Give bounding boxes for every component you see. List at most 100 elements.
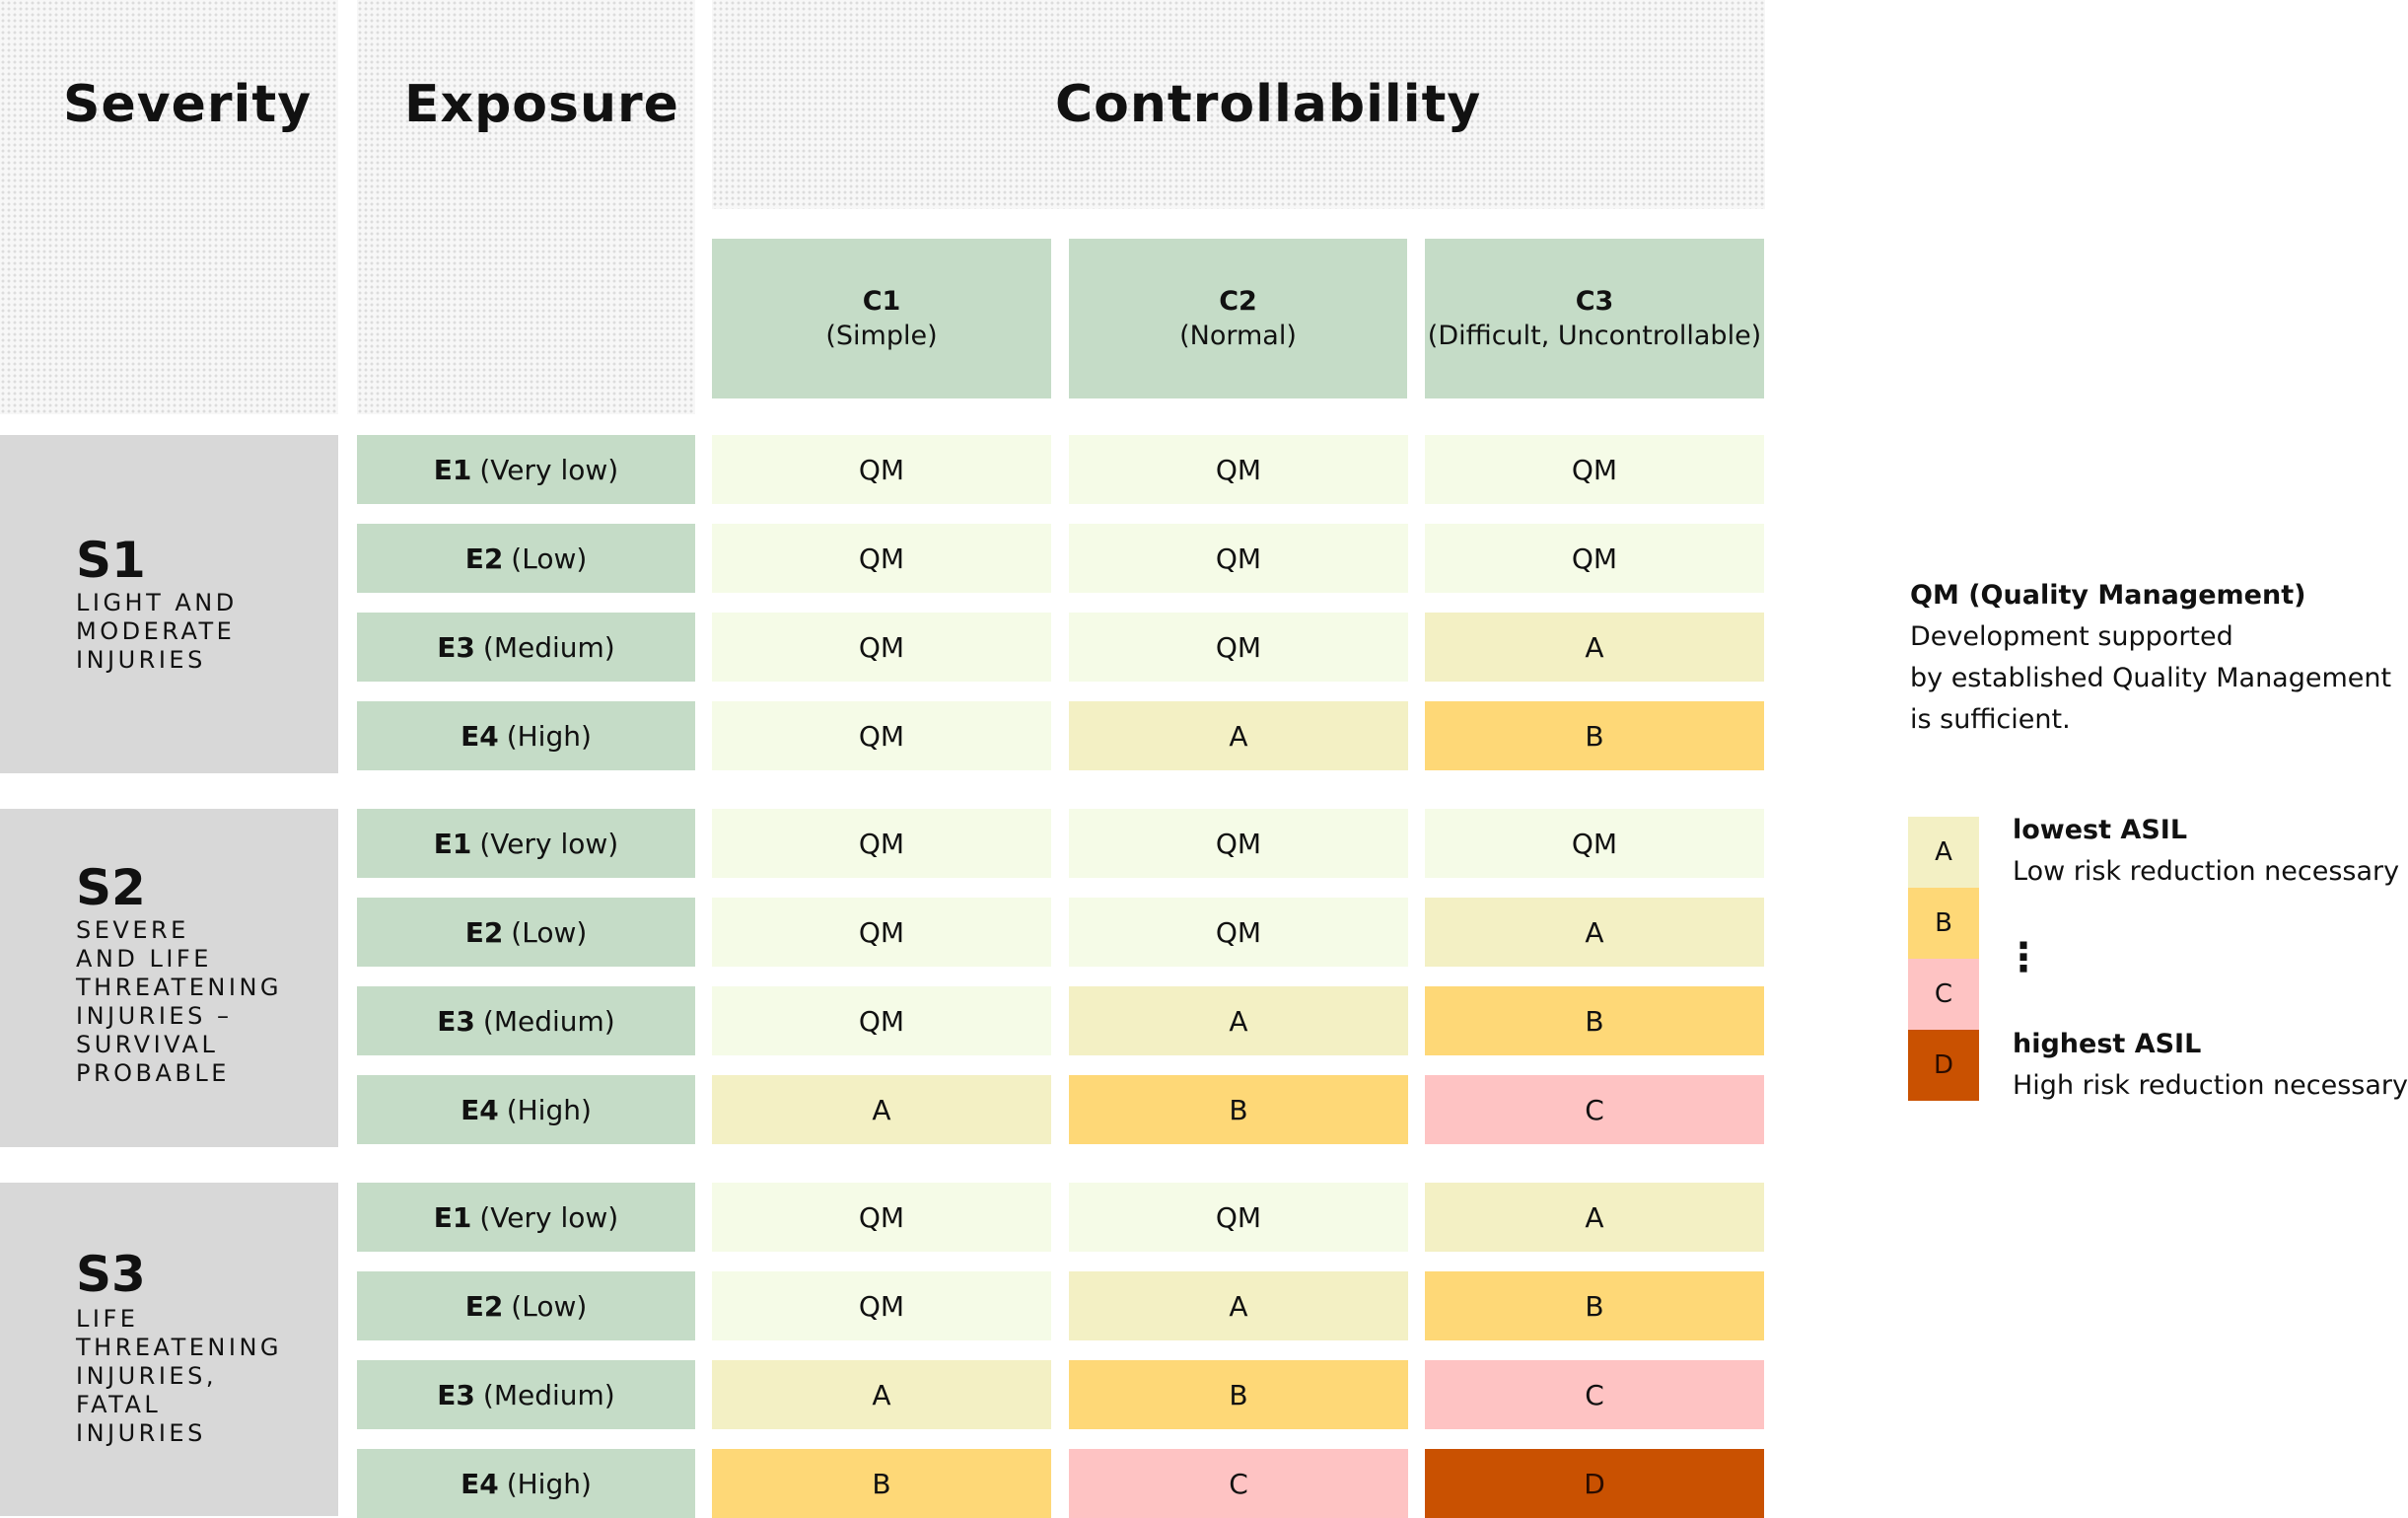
- exposure-label-s2-e3: E3 (Medium): [357, 986, 695, 1055]
- exposure-level-label: (Low): [511, 542, 588, 575]
- severity-description: LIFE THREATENING INJURIES, FATAL INJURIE…: [76, 1305, 283, 1447]
- legend-swatch-d: D: [1908, 1030, 1979, 1101]
- asil-cell-s1-e1-c2: QM: [1069, 435, 1408, 504]
- exposure-code: E4: [460, 1093, 499, 1126]
- exposure-level-label: (High): [506, 1467, 592, 1500]
- legend-qm-title: QM (Quality Management): [1910, 580, 2306, 611]
- asil-cell-s1-e3-c3: A: [1425, 613, 1764, 682]
- legend-swatch-c: C: [1908, 959, 1979, 1030]
- severity-code: S1: [76, 532, 146, 589]
- severity-header-bg: [0, 0, 338, 414]
- exposure-code: E3: [437, 630, 475, 664]
- exposure-label-s2-e1: E1 (Very low): [357, 809, 695, 878]
- asil-cell-s1-e1-c3: QM: [1425, 435, 1764, 504]
- asil-cell-s1-e3-c1: QM: [712, 613, 1051, 682]
- exposure-code: E1: [433, 827, 472, 860]
- exposure-label-s3-e1: E1 (Very low): [357, 1183, 695, 1252]
- legend-highest-title: highest ASIL: [2013, 1029, 2202, 1059]
- controllability-header-bg: [712, 0, 1765, 209]
- exposure-level-label: (Very low): [479, 1200, 619, 1234]
- legend-swatch-a: A: [1908, 817, 1979, 888]
- exposure-label-s2-e4: E4 (High): [357, 1075, 695, 1144]
- asil-cell-s3-e1-c3: A: [1425, 1183, 1764, 1252]
- exposure-code: E2: [464, 1289, 504, 1323]
- asil-cell-s1-e2-c1: QM: [712, 524, 1051, 593]
- asil-cell-s2-e4-c3: C: [1425, 1075, 1764, 1144]
- asil-cell-s1-e4-c2: A: [1069, 701, 1408, 770]
- legend-lowest-title: lowest ASIL: [2013, 815, 2188, 845]
- exposure-code: E4: [460, 719, 499, 753]
- legend-lowest-desc: Low risk reduction necessary: [2013, 856, 2400, 887]
- exposure-code: E2: [464, 915, 504, 949]
- exposure-level-label: (Medium): [482, 630, 615, 664]
- asil-cell-s3-e4-c2: C: [1069, 1449, 1408, 1518]
- asil-cell-s3-e3-c3: C: [1425, 1360, 1764, 1429]
- column-header-c1: C1 (Simple): [712, 239, 1051, 398]
- exposure-code: E1: [433, 453, 472, 486]
- asil-cell-s3-e2-c1: QM: [712, 1271, 1051, 1340]
- asil-cell-s1-e3-c2: QM: [1069, 613, 1408, 682]
- legend-ellipsis: ⋮: [2004, 935, 2043, 980]
- asil-cell-s1-e2-c3: QM: [1425, 524, 1764, 593]
- asil-cell-s2-e2-c1: QM: [712, 898, 1051, 967]
- asil-cell-s2-e3-c3: B: [1425, 986, 1764, 1055]
- exposure-label-s1-e4: E4 (High): [357, 701, 695, 770]
- exposure-label-s1-e3: E3 (Medium): [357, 613, 695, 682]
- exposure-level-label: (High): [506, 1093, 592, 1126]
- legend-qm-desc-line: by established Quality Management: [1910, 663, 2392, 693]
- asil-cell-s2-e3-c2: A: [1069, 986, 1408, 1055]
- legend-qm-desc-line: is sufficient.: [1910, 704, 2071, 735]
- exposure-label-s3-e4: E4 (High): [357, 1449, 695, 1518]
- exposure-code: E2: [464, 542, 504, 575]
- severity-block-s1: S1 LIGHT AND MODERATE INJURIES: [0, 435, 338, 773]
- exposure-level-label: (Medium): [482, 1004, 615, 1038]
- severity-code: S2: [76, 859, 146, 916]
- asil-cell-s1-e4-c3: B: [1425, 701, 1764, 770]
- column-code: C1: [862, 286, 901, 317]
- exposure-code: E1: [433, 1200, 472, 1234]
- column-label: (Simple): [825, 321, 938, 351]
- severity-description: SEVERE AND LIFE THREATENING INJURIES – S…: [76, 916, 283, 1087]
- severity-block-s3: S3 LIFE THREATENING INJURIES, FATAL INJU…: [0, 1183, 338, 1516]
- asil-cell-s3-e4-c3: D: [1425, 1449, 1764, 1518]
- legend-swatch-b: B: [1908, 888, 1979, 959]
- legend-highest-desc: High risk reduction necessary: [2013, 1070, 2408, 1101]
- exposure-label-s3-e3: E3 (Medium): [357, 1360, 695, 1429]
- exposure-label-s3-e2: E2 (Low): [357, 1271, 695, 1340]
- asil-cell-s2-e1-c1: QM: [712, 809, 1051, 878]
- exposure-header: Exposure: [404, 75, 679, 134]
- asil-cell-s3-e2-c2: A: [1069, 1271, 1408, 1340]
- severity-block-s2: S2 SEVERE AND LIFE THREATENING INJURIES …: [0, 809, 338, 1147]
- asil-cell-s2-e2-c2: QM: [1069, 898, 1408, 967]
- controllability-header: Controllability: [1055, 75, 1482, 134]
- asil-cell-s3-e1-c2: QM: [1069, 1183, 1408, 1252]
- legend-qm-desc-line: Development supported: [1910, 621, 2233, 652]
- asil-cell-s3-e2-c3: B: [1425, 1271, 1764, 1340]
- column-header-c3: C3 (Difficult, Uncontrollable): [1425, 239, 1764, 398]
- exposure-label-s1-e2: E2 (Low): [357, 524, 695, 593]
- exposure-code: E3: [437, 1378, 475, 1411]
- exposure-header-bg: [357, 0, 695, 414]
- exposure-label-s2-e2: E2 (Low): [357, 898, 695, 967]
- exposure-code: E3: [437, 1004, 475, 1038]
- exposure-level-label: (Very low): [479, 827, 619, 860]
- severity-code: S3: [76, 1246, 146, 1303]
- asil-cell-s1-e1-c1: QM: [712, 435, 1051, 504]
- column-code: C3: [1575, 286, 1614, 317]
- asil-cell-s2-e1-c3: QM: [1425, 809, 1764, 878]
- column-label: (Normal): [1179, 321, 1297, 351]
- exposure-level-label: (Medium): [482, 1378, 615, 1411]
- column-code: C2: [1219, 286, 1257, 317]
- asil-cell-s3-e4-c1: B: [712, 1449, 1051, 1518]
- asil-cell-s3-e1-c1: QM: [712, 1183, 1051, 1252]
- exposure-level-label: (Very low): [479, 453, 619, 486]
- exposure-level-label: (High): [506, 719, 592, 753]
- asil-cell-s1-e2-c2: QM: [1069, 524, 1408, 593]
- column-header-c2: C2 (Normal): [1069, 239, 1407, 398]
- asil-cell-s3-e3-c1: A: [712, 1360, 1051, 1429]
- asil-cell-s2-e4-c2: B: [1069, 1075, 1408, 1144]
- exposure-label-s1-e1: E1 (Very low): [357, 435, 695, 504]
- column-label: (Difficult, Uncontrollable): [1427, 321, 1762, 351]
- exposure-level-label: (Low): [511, 1289, 588, 1323]
- exposure-code: E4: [460, 1467, 499, 1500]
